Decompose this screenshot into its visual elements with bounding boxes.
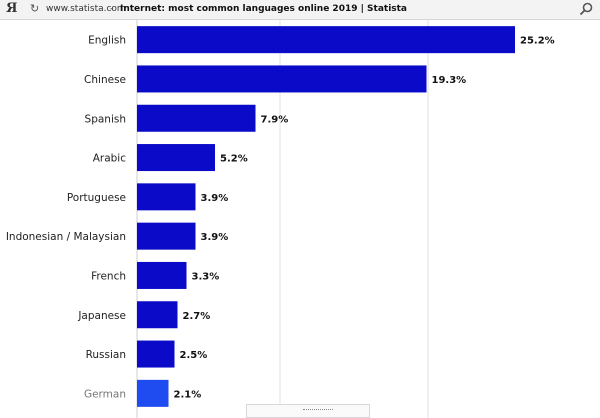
category-label: French bbox=[91, 270, 126, 282]
title-separator: - bbox=[110, 4, 114, 14]
bar-chart: English 25.2% Chinese 19.3% Spanish 7.9% Arabi… bbox=[6, 20, 555, 418]
chart-bar[interactable] bbox=[137, 104, 256, 132]
browser-title-bar: Я ↻ www.statista.com - Internet: most co… bbox=[0, 0, 600, 20]
data-label: 3.9% bbox=[201, 232, 229, 243]
reload-icon[interactable]: ↻ bbox=[30, 2, 40, 15]
chart-bar[interactable] bbox=[137, 183, 196, 211]
page-title: Internet: most common languages online 2… bbox=[120, 4, 408, 14]
chart-bar[interactable] bbox=[137, 301, 178, 329]
data-label: 3.9% bbox=[201, 193, 229, 204]
chart-bar[interactable] bbox=[137, 26, 515, 54]
category-label: Arabic bbox=[93, 153, 127, 165]
category-label: English bbox=[88, 35, 126, 47]
toolbar-dots bbox=[303, 409, 333, 412]
data-label: 2.1% bbox=[174, 389, 202, 400]
data-label: 5.2% bbox=[220, 154, 248, 165]
data-label: 7.9% bbox=[261, 114, 289, 125]
data-label: 25.2% bbox=[520, 36, 555, 47]
category-label: Portuguese bbox=[67, 192, 126, 204]
category-label: Indonesian / Malaysian bbox=[6, 231, 126, 243]
page-url[interactable]: www.statista.com bbox=[46, 4, 126, 14]
search-icon[interactable] bbox=[578, 1, 594, 17]
data-label: 2.5% bbox=[180, 350, 208, 361]
bottom-toolbar[interactable] bbox=[246, 404, 370, 418]
data-label: 2.7% bbox=[183, 311, 211, 322]
category-label: German bbox=[84, 388, 126, 400]
chart-bar[interactable] bbox=[137, 65, 427, 93]
chart-bar[interactable] bbox=[137, 379, 169, 407]
data-label: 19.3% bbox=[432, 75, 467, 86]
category-label: Russian bbox=[86, 349, 126, 361]
chart-bar[interactable] bbox=[137, 144, 215, 172]
chart-bar[interactable] bbox=[137, 340, 175, 368]
data-label: 3.3% bbox=[192, 271, 220, 282]
chart-bar[interactable] bbox=[137, 261, 187, 289]
category-label: Chinese bbox=[84, 74, 126, 86]
category-label: Japanese bbox=[77, 310, 126, 322]
category-label: Spanish bbox=[85, 113, 126, 125]
browser-logo[interactable]: Я bbox=[6, 1, 18, 16]
chart-bar[interactable] bbox=[137, 222, 196, 250]
